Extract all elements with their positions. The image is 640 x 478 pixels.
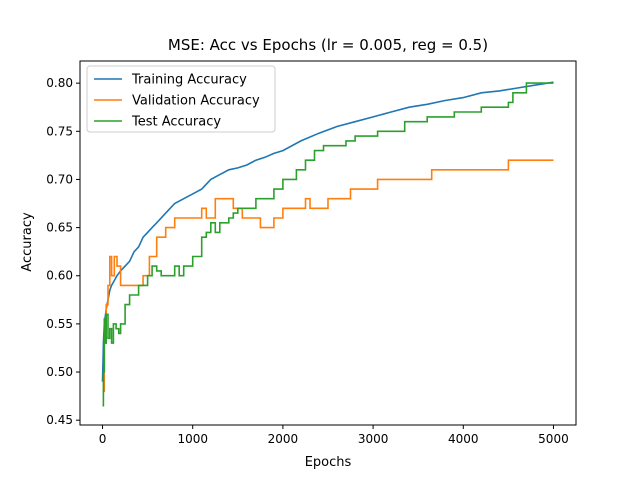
y-tick-label: 0.50 bbox=[46, 365, 73, 379]
axes: 0 1000 2000 3000 4000 5000 0.45 0.50 0.55 0.60 0.6… bbox=[46, 60, 577, 446]
y-tick-label: 0.70 bbox=[46, 172, 73, 186]
series-line-validation-accuracy bbox=[102, 159, 554, 393]
series-line-training-accuracy bbox=[101, 81, 554, 382]
series-line-test-accuracy bbox=[102, 82, 554, 407]
y-tick-label: 0.65 bbox=[46, 221, 73, 235]
chart-title: MSE: Acc vs Epochs (lr = 0.005, reg = 0.… bbox=[168, 36, 488, 54]
legend: Training Accuracy Validation Accuracy Test… bbox=[86, 65, 276, 133]
y-tick-label: 0.80 bbox=[46, 76, 73, 90]
legend-entry-label: Validation Accuracy bbox=[132, 94, 260, 109]
axes-frame bbox=[79, 60, 577, 426]
y-tick-label: 0.75 bbox=[46, 124, 73, 138]
plot-area bbox=[101, 81, 554, 407]
x-axis-label: Epochs bbox=[305, 455, 352, 470]
x-tick-label: 0 bbox=[99, 432, 107, 446]
legend-box bbox=[86, 65, 276, 133]
legend-entry-label: Training Accuracy bbox=[131, 73, 247, 88]
x-tick-label: 5000 bbox=[538, 432, 569, 446]
y-tick-label: 0.60 bbox=[46, 269, 73, 283]
legend-entry-label: Test Accuracy bbox=[131, 115, 221, 130]
y-tick-label: 0.45 bbox=[46, 413, 73, 427]
x-tick-label: 3000 bbox=[358, 432, 389, 446]
y-axis-label: Accuracy bbox=[20, 212, 35, 272]
x-tick-label: 2000 bbox=[268, 432, 299, 446]
y-tick-label: 0.55 bbox=[46, 317, 73, 331]
x-tick-label: 1000 bbox=[177, 432, 208, 446]
x-tick-label: 4000 bbox=[448, 432, 479, 446]
